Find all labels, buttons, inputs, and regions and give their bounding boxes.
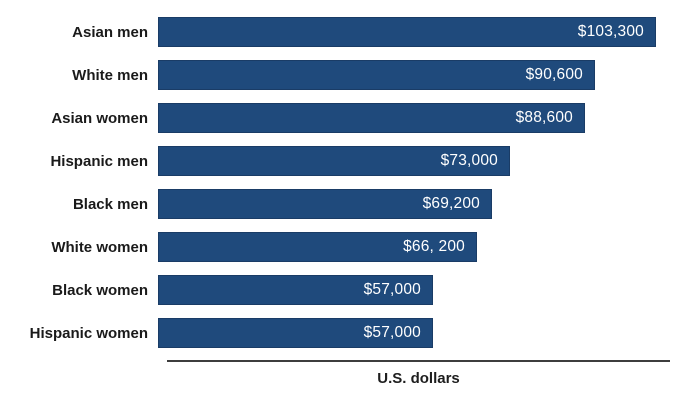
category-label: Hispanic men: [50, 152, 148, 170]
bar: $57,000: [158, 318, 433, 348]
bar: $69,200: [158, 189, 492, 219]
chart-row: Asian men $103,300: [0, 17, 680, 47]
chart-row: Hispanic men $73,000: [0, 146, 680, 176]
value-label: $88,600: [515, 109, 573, 126]
x-axis-label: U.S. dollars: [377, 370, 460, 387]
category-label: Asian men: [72, 23, 148, 41]
chart-row: White women $66, 200: [0, 232, 680, 262]
bar: $73,000: [158, 146, 510, 176]
chart-row: Hispanic women $57,000: [0, 318, 680, 348]
bar: $57,000: [158, 275, 433, 305]
value-label: $57,000: [363, 324, 421, 341]
bar-rows: Asian men $103,300 White men $90,600 Asian w…: [0, 17, 680, 348]
category-label: Black women: [52, 281, 148, 299]
category-label: Hispanic women: [29, 324, 148, 342]
value-label: $103,300: [577, 23, 644, 40]
bar: $103,300: [158, 17, 656, 47]
chart-row: Asian women $88,600: [0, 103, 680, 133]
value-label: $90,600: [525, 66, 583, 83]
bar: $90,600: [158, 60, 595, 90]
value-label: $73,000: [440, 152, 498, 169]
x-axis-line: [167, 360, 670, 362]
chart-row: Black women $57,000: [0, 275, 680, 305]
value-label: $66, 200: [403, 238, 465, 255]
category-label: Asian women: [51, 109, 148, 127]
chart-row: White men $90,600: [0, 60, 680, 90]
bar: $66, 200: [158, 232, 477, 262]
bar: $88,600: [158, 103, 585, 133]
category-label: Black men: [72, 195, 148, 213]
value-label: $69,200: [422, 195, 480, 212]
category-label: White women: [51, 238, 148, 256]
chart-row: Black men $69,200: [0, 189, 680, 219]
value-label: $57,000: [363, 281, 421, 298]
category-label: White men: [72, 66, 148, 84]
